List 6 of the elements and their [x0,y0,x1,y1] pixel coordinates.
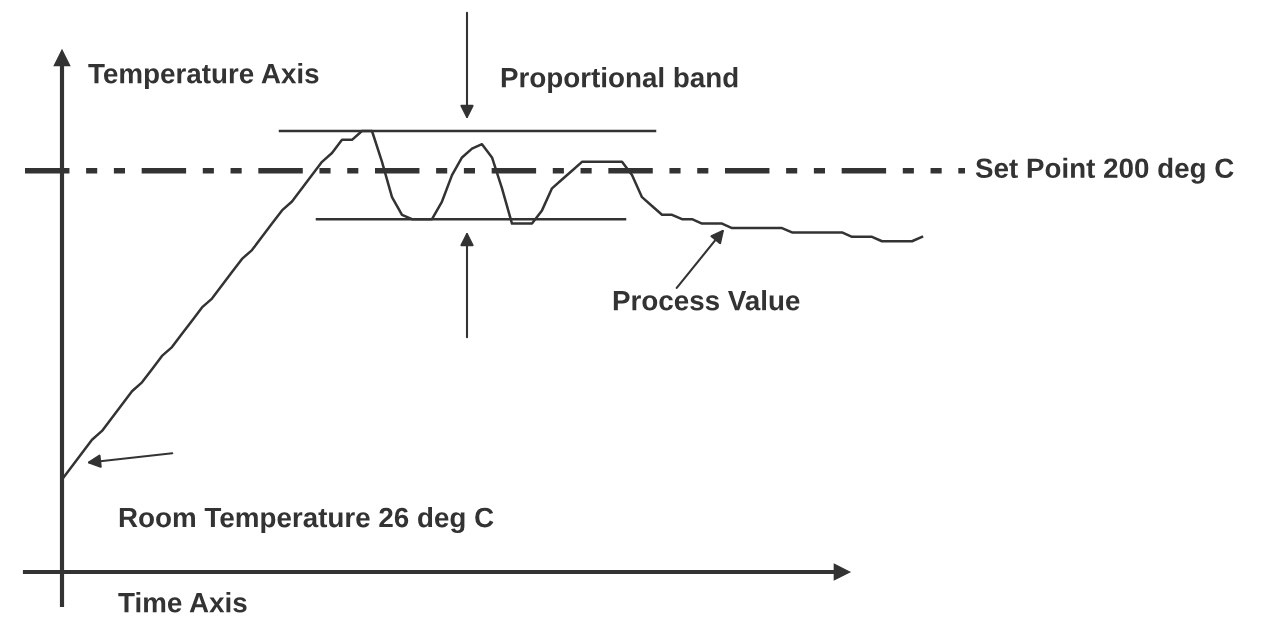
annotation: Process Value [613,290,800,311]
annotation: Room Temperature 26 deg C [119,506,494,534]
ref-line-label: Set Point 200 deg C [975,157,1234,184]
y-axis-title: Temperature Axis [88,63,319,89]
ref-line-label: Proportional band [501,67,738,93]
x-axis-title: Time Axis [118,592,247,613]
